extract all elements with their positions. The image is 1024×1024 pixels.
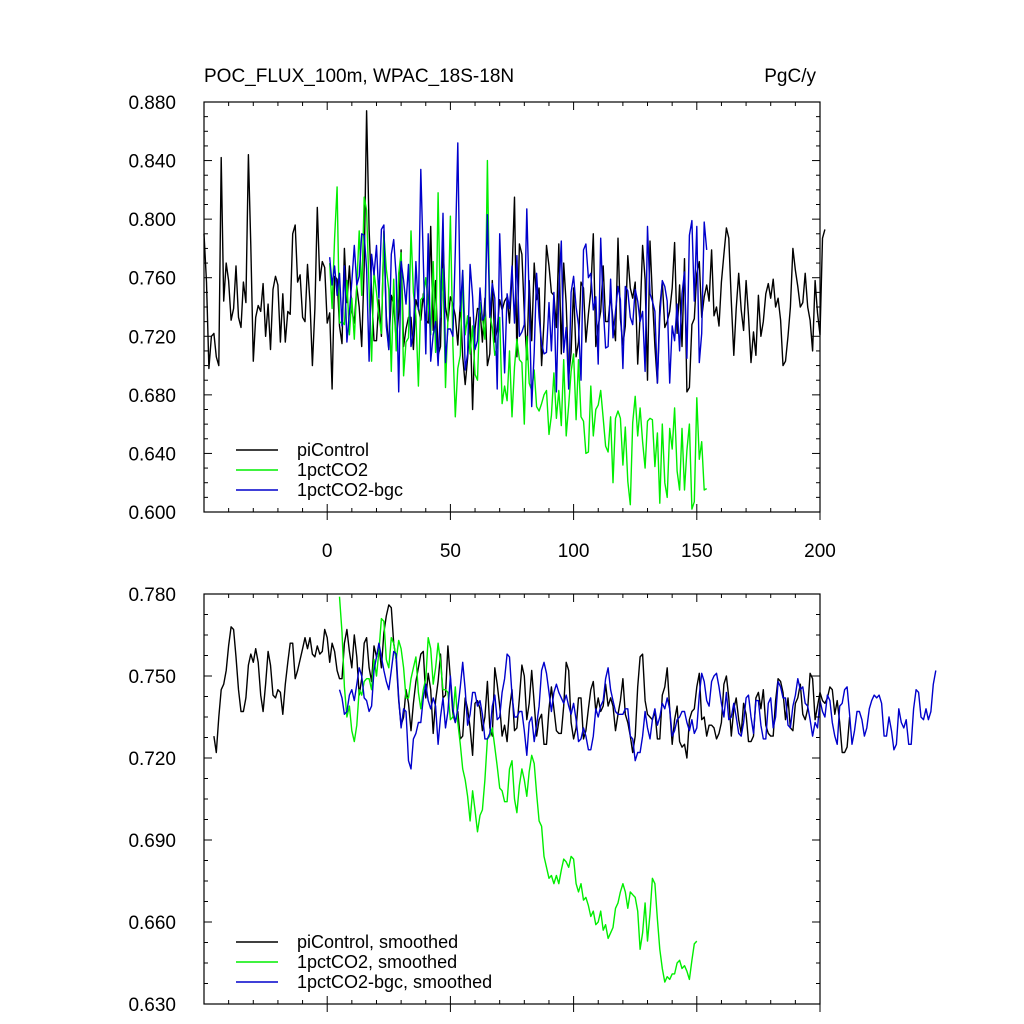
legend-label: 1pctCO2, smoothed [297,952,457,972]
legend-label: 1pctCO2-bgc [297,480,403,500]
y-tick-label: 0.600 [128,503,176,524]
y-tick-label: 0.750 [128,667,176,688]
panel-bottom: 0.630 0.660 0.690 0.720 0.750 0.780 piControl,… [128,585,937,1016]
series-line-picontrol [203,110,826,411]
legend-label: 1pctCO2-bgc, smoothed [297,972,492,992]
y-tick-label: 0.880 [128,93,176,114]
y-tick-label: 0.630 [128,995,176,1016]
series-line-1pctco2 [329,159,708,510]
x-tick-label: 0 [322,541,333,562]
chart-title: POC_FLUX_100m, WPAC_18S-18N [204,66,514,87]
series-line-1pctco2-smoothed [338,596,698,983]
legend-label: piControl, smoothed [297,932,458,952]
x-tick-label: 150 [681,541,713,562]
y-tick-label: 0.660 [128,913,176,934]
series-line-picontrol-smoothed [213,604,851,759]
y-tick-label: 0.640 [128,444,176,465]
y-tick-label: 0.690 [128,831,176,852]
series-line-1pctco2-bgc [329,142,708,408]
y-tick-label: 0.680 [128,386,176,407]
chart-units: PgC/y [764,66,816,87]
y-tick-label: 0.760 [128,269,176,290]
y-tick-label: 0.720 [128,327,176,348]
legend-label: piControl [297,440,369,460]
legend-label: 1pctCO2 [297,460,368,480]
y-tick-label: 0.720 [128,749,176,770]
x-tick-label: 50 [440,541,461,562]
x-tick-label: 100 [558,541,590,562]
y-tick-label: 0.780 [128,585,176,606]
y-tick-label: 0.800 [128,210,176,231]
y-tick-label: 0.840 [128,152,176,173]
x-tick-label: 200 [804,541,836,562]
panel-top: POC_FLUX_100m, WPAC_18S-18N PgC/y 0 50 100 15… [128,66,835,562]
series-line-1pctco2-bgc-smoothed [338,642,937,770]
